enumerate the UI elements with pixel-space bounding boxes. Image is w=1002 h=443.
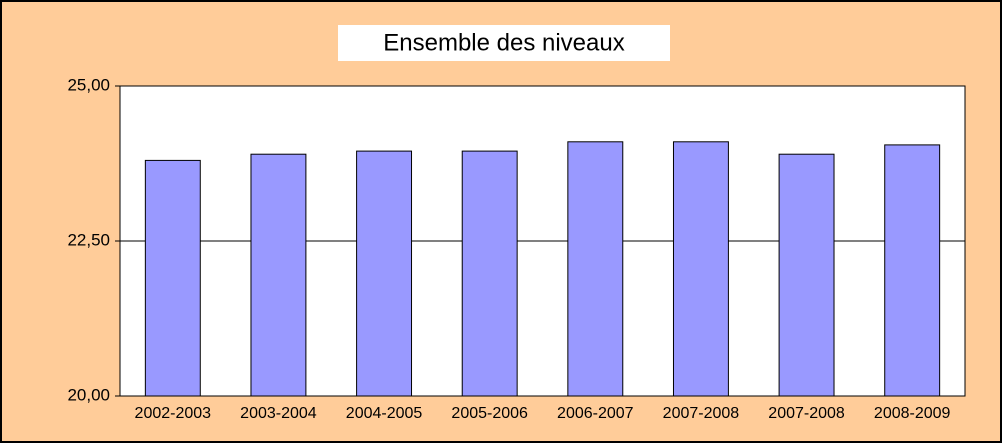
- y-tick-label: 25,00: [67, 75, 110, 94]
- bar: [461, 150, 518, 397]
- bar: [884, 144, 941, 397]
- x-tick-label: 2007-2008: [663, 405, 740, 422]
- bar: [567, 141, 624, 397]
- y-tick-label: 20,00: [67, 385, 110, 404]
- bar: [144, 159, 201, 397]
- bar: [778, 153, 835, 397]
- x-tick-label: 2002-2003: [135, 405, 212, 422]
- chart-title: Ensemble des niveaux: [383, 29, 624, 56]
- x-tick-label: 2004-2005: [346, 405, 423, 422]
- title-box: [338, 25, 670, 61]
- bar: [250, 153, 307, 397]
- x-tick-label: 2007-2008: [768, 405, 845, 422]
- y-tick-label: 22,50: [67, 230, 110, 249]
- x-tick-label: 2003-2004: [240, 405, 317, 422]
- bar: [672, 141, 729, 397]
- x-tick-label: 2008-2009: [874, 405, 951, 422]
- x-tick-label: 2006-2007: [557, 405, 634, 422]
- plot-border: [119, 85, 966, 397]
- x-tick-label: 2005-2006: [451, 405, 528, 422]
- bar: [356, 150, 413, 397]
